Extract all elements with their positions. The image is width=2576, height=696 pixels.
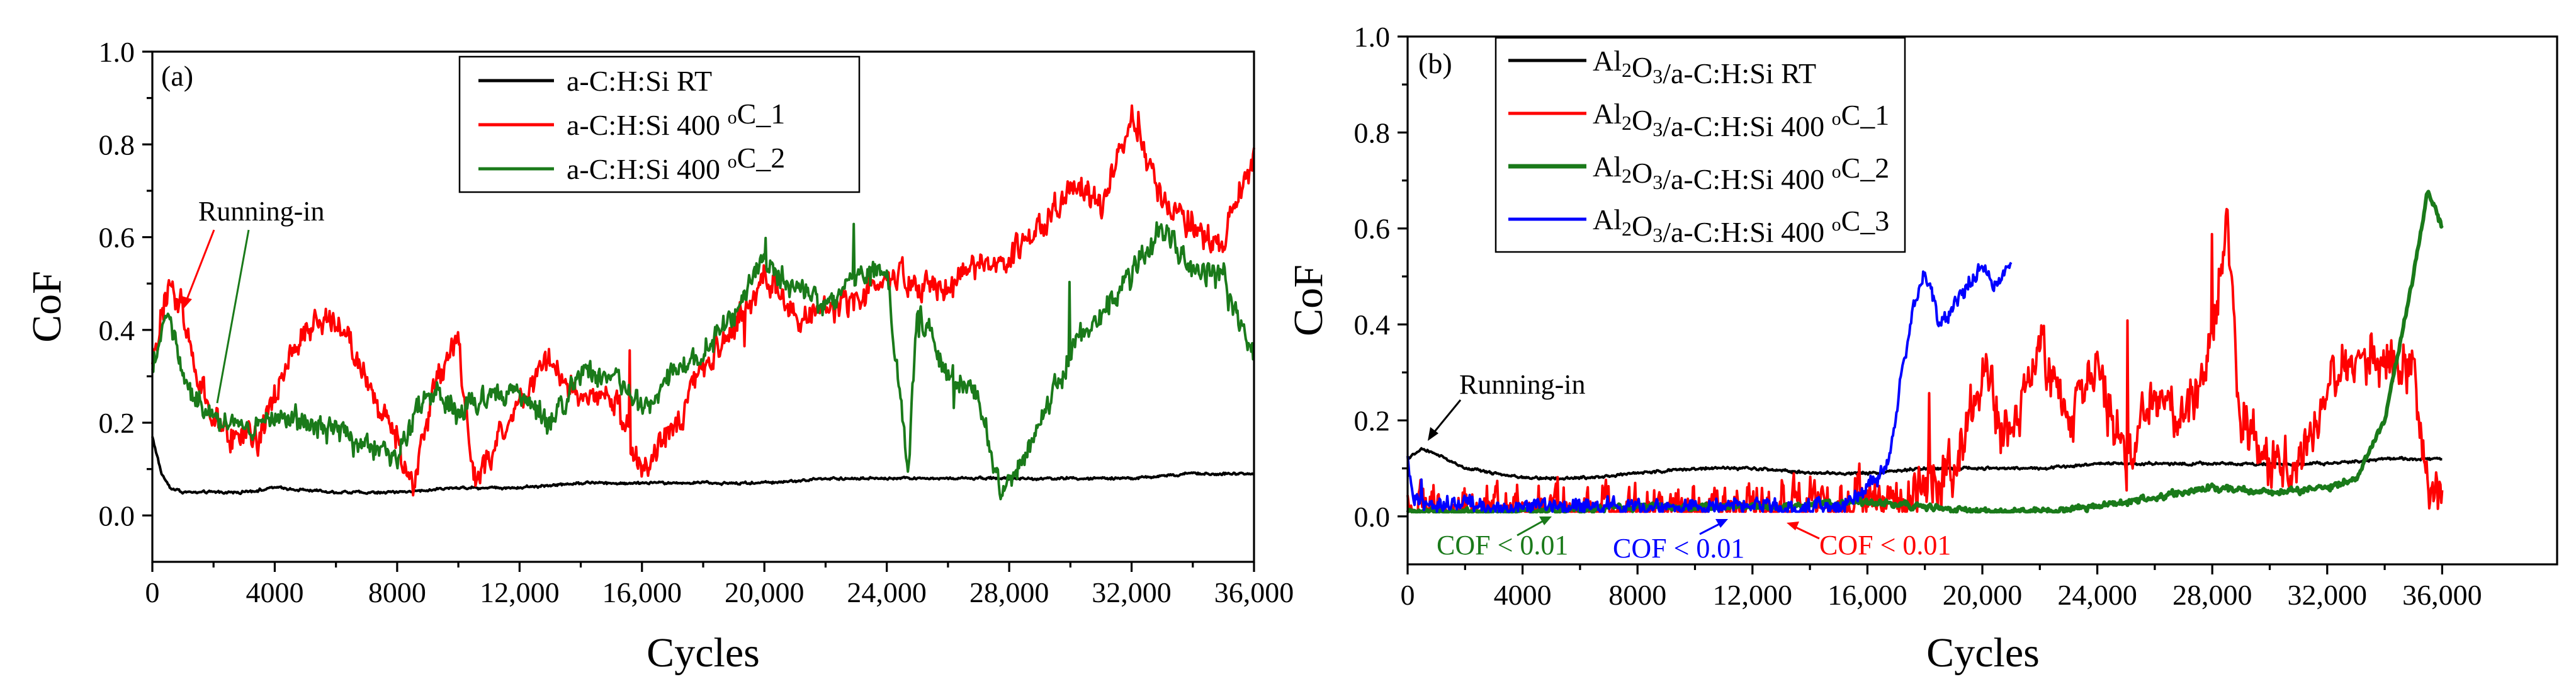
series-a-1-line [151,436,1255,496]
panel-b-arrow-blue [1699,522,1722,535]
y-tick-label-b-5: 1.0 [1354,21,1391,53]
series-b-2-line [1406,208,2444,513]
series-a-3-line [151,221,1255,501]
y-tick-label-b-1: 0.2 [1354,404,1391,436]
panel-b-annotation-running-in: Running-in [1459,369,1585,400]
panel-b-ticks: 0 4000 8000 12,000 16,000 20,000 24,000 28,000 3… [1354,21,2482,611]
y-tick-label-a-4: 0.8 [99,128,135,161]
panel-a-ticks: 0 4000 8000 12,000 16,000 20,000 24,000 28,000 3… [99,36,1294,608]
y-tick-label-b-4: 0.8 [1354,117,1391,149]
x-tick-label-b-6: 24,000 [2057,579,2137,611]
panel-b-arrowhead-running-in [1428,427,1438,441]
x-tick-label-a-7: 28,000 [969,576,1049,608]
x-tick-label-a-1: 4000 [246,576,303,608]
x-tick-label-a-0: 0 [145,576,160,608]
x-tick-label-a-8: 32,000 [1092,576,1172,608]
panel-b-plot-frame [1406,35,2558,566]
panel-b-arrow-red [1792,525,1820,540]
x-tick-label-b-2: 8000 [1608,579,1666,611]
x-tick-label-a-5: 20,000 [725,576,805,608]
panel-b-xlabel: Cycles [1926,630,2040,676]
panel-b-annotation-cof-red: COF < 0.01 [1819,530,1951,561]
x-tick-label-b-5: 20,000 [1943,579,2023,611]
y-tick-label-a-2: 0.4 [99,314,135,346]
legend-a-label-1: a-C:H:Si RT [567,65,712,97]
legend-b-label-1: Al2O3/a-C:H:Si RT [1593,45,1816,89]
panel-b-legend [1494,37,1906,253]
panel-b-arrow-running-in [1431,399,1462,435]
x-tick-label-b-4: 16,000 [1827,579,1907,611]
legend-b-label-4: Al2O3/a-C:H:Si 400 oC_3 [1593,203,1889,248]
panel-a-annotation-running-in: Running-in [198,196,324,227]
panel-a-plot-frame [151,50,1255,563]
x-tick-label-b-3: 12,000 [1713,579,1793,611]
panel-a-ylabel: CoF [24,271,70,343]
panel-b-annotation-cof-green: COF < 0.01 [1437,530,1568,561]
legend-a-label-2: a-C:H:Si 400 oC_1 [567,98,785,141]
panel-a-xlabel: Cycles [647,630,760,676]
panel-b-arrowhead-green [1539,516,1552,525]
x-tick-label-a-6: 24,000 [847,576,927,608]
y-tick-label-a-3: 0.6 [99,222,135,254]
series-b-4-line [1406,261,2013,513]
y-tick-label-b-0: 0.0 [1354,501,1391,533]
legend-b-label-3: Al2O3/a-C:H:Si 400 oC_2 [1593,151,1889,195]
panel-b-series [1406,190,2444,514]
x-tick-label-a-3: 12,000 [480,576,560,608]
panel-a-label: (a) [161,60,193,92]
y-tick-label-a-1: 0.2 [99,407,135,439]
panel-b-label: (b) [1418,47,1452,79]
panel-b-arrow-green [1517,518,1546,537]
panel-a: 0 4000 8000 12,000 16,000 20,000 24,000 28,000 3… [24,36,1294,676]
x-tick-label-b-9: 36,000 [2402,579,2482,611]
x-tick-label-a-4: 16,000 [602,576,682,608]
y-tick-label-b-3: 0.6 [1354,213,1391,245]
panel-b-arrowhead-red [1787,522,1799,530]
panel-b-arrowhead-blue [1715,519,1728,528]
legend-b-label-2: Al2O3/a-C:H:Si 400 oC_1 [1593,98,1889,142]
panel-a-arrow-green [216,229,250,404]
panel-a-arrowhead-red [182,296,192,310]
panel-b: 0 4000 8000 12,000 16,000 20,000 24,000 28,000 3… [1285,21,2558,676]
x-tick-label-a-2: 8000 [368,576,426,608]
y-tick-label-a-0: 0.0 [99,499,135,532]
x-tick-label-b-7: 28,000 [2172,579,2252,611]
legend-a-label-3: a-C:H:Si 400 oC_2 [567,142,785,185]
panel-a-series [151,104,1255,501]
x-tick-label-b-1: 4000 [1494,579,1552,611]
x-tick-label-a-9: 36,000 [1214,576,1294,608]
series-a-2-line [151,104,1255,497]
x-tick-label-b-0: 0 [1401,579,1415,611]
x-tick-label-b-8: 32,000 [2288,579,2368,611]
panel-a-arrow-red [184,229,215,303]
panel-b-ylabel: CoF [1285,265,1331,336]
y-tick-label-a-5: 1.0 [99,36,135,68]
y-tick-label-b-2: 0.4 [1354,309,1391,341]
panel-b-annotation-cof-blue: COF < 0.01 [1613,533,1744,564]
